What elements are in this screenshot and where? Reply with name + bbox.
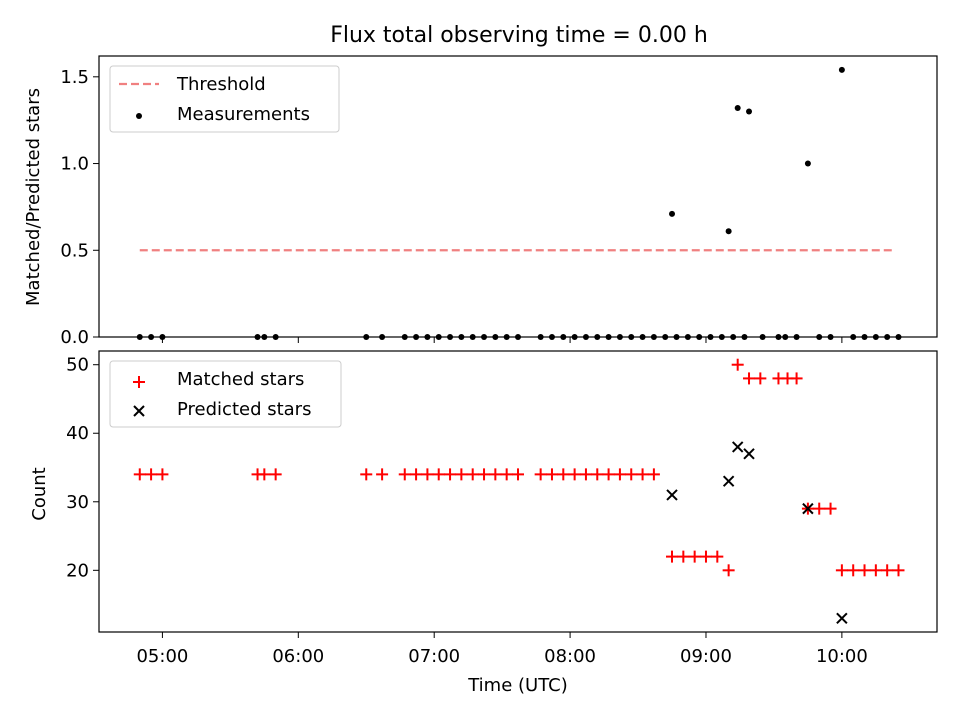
top-axes-frame (98, 55, 938, 338)
matched-star-point (722, 564, 735, 577)
matched-star-point (500, 468, 513, 481)
top-ytick-label: 1.5 (60, 67, 89, 88)
matched-star-point (568, 468, 581, 481)
matched-star-point (711, 550, 724, 563)
bottom-ytick-label: 50 (66, 355, 89, 376)
predicted-legend-label: Predicted stars (177, 399, 311, 420)
matched-star-point (512, 468, 524, 481)
matched-star-point (455, 468, 468, 481)
bottom-ytick-label: 30 (66, 492, 89, 513)
predicted-star-point (722, 475, 735, 487)
matched-star-point (444, 468, 457, 481)
matched-star-point (613, 468, 626, 481)
matched-star-point (835, 564, 848, 577)
matched-star-point (534, 468, 547, 481)
matched-star-point (636, 468, 649, 481)
matched-star-point (754, 372, 767, 385)
matched-star-point (489, 468, 502, 481)
threshold-legend-label: Threshold (176, 74, 266, 95)
bottom-xtick-label: 06:00 (272, 646, 324, 667)
measurement-point (734, 105, 741, 112)
matched-star-point (410, 468, 423, 481)
matched-star-point (892, 564, 905, 577)
top-panel: 0.0 0.5 1.0 1.5 Matched/Predicted stars Thr… (23, 55, 938, 348)
matched-star-point (557, 468, 570, 481)
measurement-point (669, 210, 676, 217)
matched-star-point (699, 550, 712, 563)
matched-star-point (731, 358, 744, 371)
predicted-star-point (743, 448, 755, 460)
measurement-point (746, 108, 753, 115)
matched-star-point (421, 468, 434, 481)
matched-star-point (545, 468, 558, 481)
top-y-axis: 0.0 0.5 1.0 1.5 (60, 67, 99, 348)
bottom-legend-box (109, 360, 342, 428)
measurement-point (725, 228, 732, 235)
top-ytick-label: 0.5 (60, 240, 89, 261)
measurements-legend-swatch (136, 113, 142, 119)
matched-star-point (602, 468, 615, 481)
predicted-legend-swatch (133, 405, 145, 417)
matched-star-point (677, 550, 690, 563)
bottom-ytick-label: 20 (66, 560, 89, 581)
top-ytick-label: 1.0 (60, 154, 89, 175)
bottom-x-axis: 05:00 06:00 07:00 08:00 09:00 10:00 (136, 632, 868, 667)
matched-star-point (881, 564, 894, 577)
top-ytick-label: 0.0 (60, 327, 89, 348)
bottom-legend: Matched stars Predicted stars (109, 360, 342, 428)
matched-star-point (869, 564, 882, 577)
bottom-xtick-label: 08:00 (544, 646, 596, 667)
bottom-y-axis-label: Count (29, 467, 50, 520)
matched-legend-swatch (133, 376, 145, 388)
chart-title: Flux total observing time = 0.00 h (330, 23, 708, 48)
matched-star-point (432, 468, 445, 481)
matched-star-point (743, 372, 756, 385)
bottom-y-axis: 20 30 40 50 (66, 355, 99, 581)
matched-star-point (824, 502, 837, 515)
matched-star-point (478, 468, 491, 481)
bottom-plot-area (133, 358, 905, 624)
predicted-star-point (731, 441, 744, 453)
matched-star-point (360, 468, 373, 481)
bottom-xtick-label: 09:00 (680, 646, 732, 667)
matched-star-point (858, 564, 871, 577)
bottom-axes-frame (98, 350, 938, 633)
top-y-axis-label: Matched/Predicted stars (23, 88, 44, 306)
matched-star-point (688, 550, 701, 563)
top-legend: Threshold Measurements (109, 65, 340, 133)
predicted-star-point (836, 612, 848, 624)
predicted-star-point (802, 502, 814, 515)
matched-star-point (466, 468, 479, 481)
x-axis-label: Time (UTC) (467, 675, 568, 696)
bottom-ytick-label: 40 (66, 423, 89, 444)
matched-star-point (133, 468, 146, 481)
bottom-xtick-label: 07:00 (408, 646, 460, 667)
matched-star-point (790, 372, 803, 385)
predicted-star-point (666, 489, 678, 501)
matched-legend-label: Matched stars (177, 369, 304, 390)
matched-star-point (813, 502, 826, 515)
matched-star-point (376, 468, 389, 481)
matched-star-point (579, 468, 592, 481)
matched-star-point (847, 564, 860, 577)
top-x-axis (161, 337, 843, 343)
bottom-xtick-label: 05:00 (136, 646, 188, 667)
measurement-point (838, 66, 845, 73)
top-legend-box (109, 65, 340, 133)
matched-star-point (145, 468, 158, 481)
matched-star-point (156, 468, 169, 481)
matched-star-point (625, 468, 638, 481)
measurement-point (804, 160, 811, 167)
measurements-legend-label: Measurements (177, 104, 310, 125)
matched-star-point (647, 468, 660, 481)
matched-star-point (591, 468, 604, 481)
matched-star-point (269, 468, 282, 481)
bottom-xtick-label: 10:00 (816, 646, 868, 667)
matched-star-point (666, 550, 679, 563)
matched-star-point (398, 468, 411, 481)
matched-star-point (258, 468, 271, 481)
